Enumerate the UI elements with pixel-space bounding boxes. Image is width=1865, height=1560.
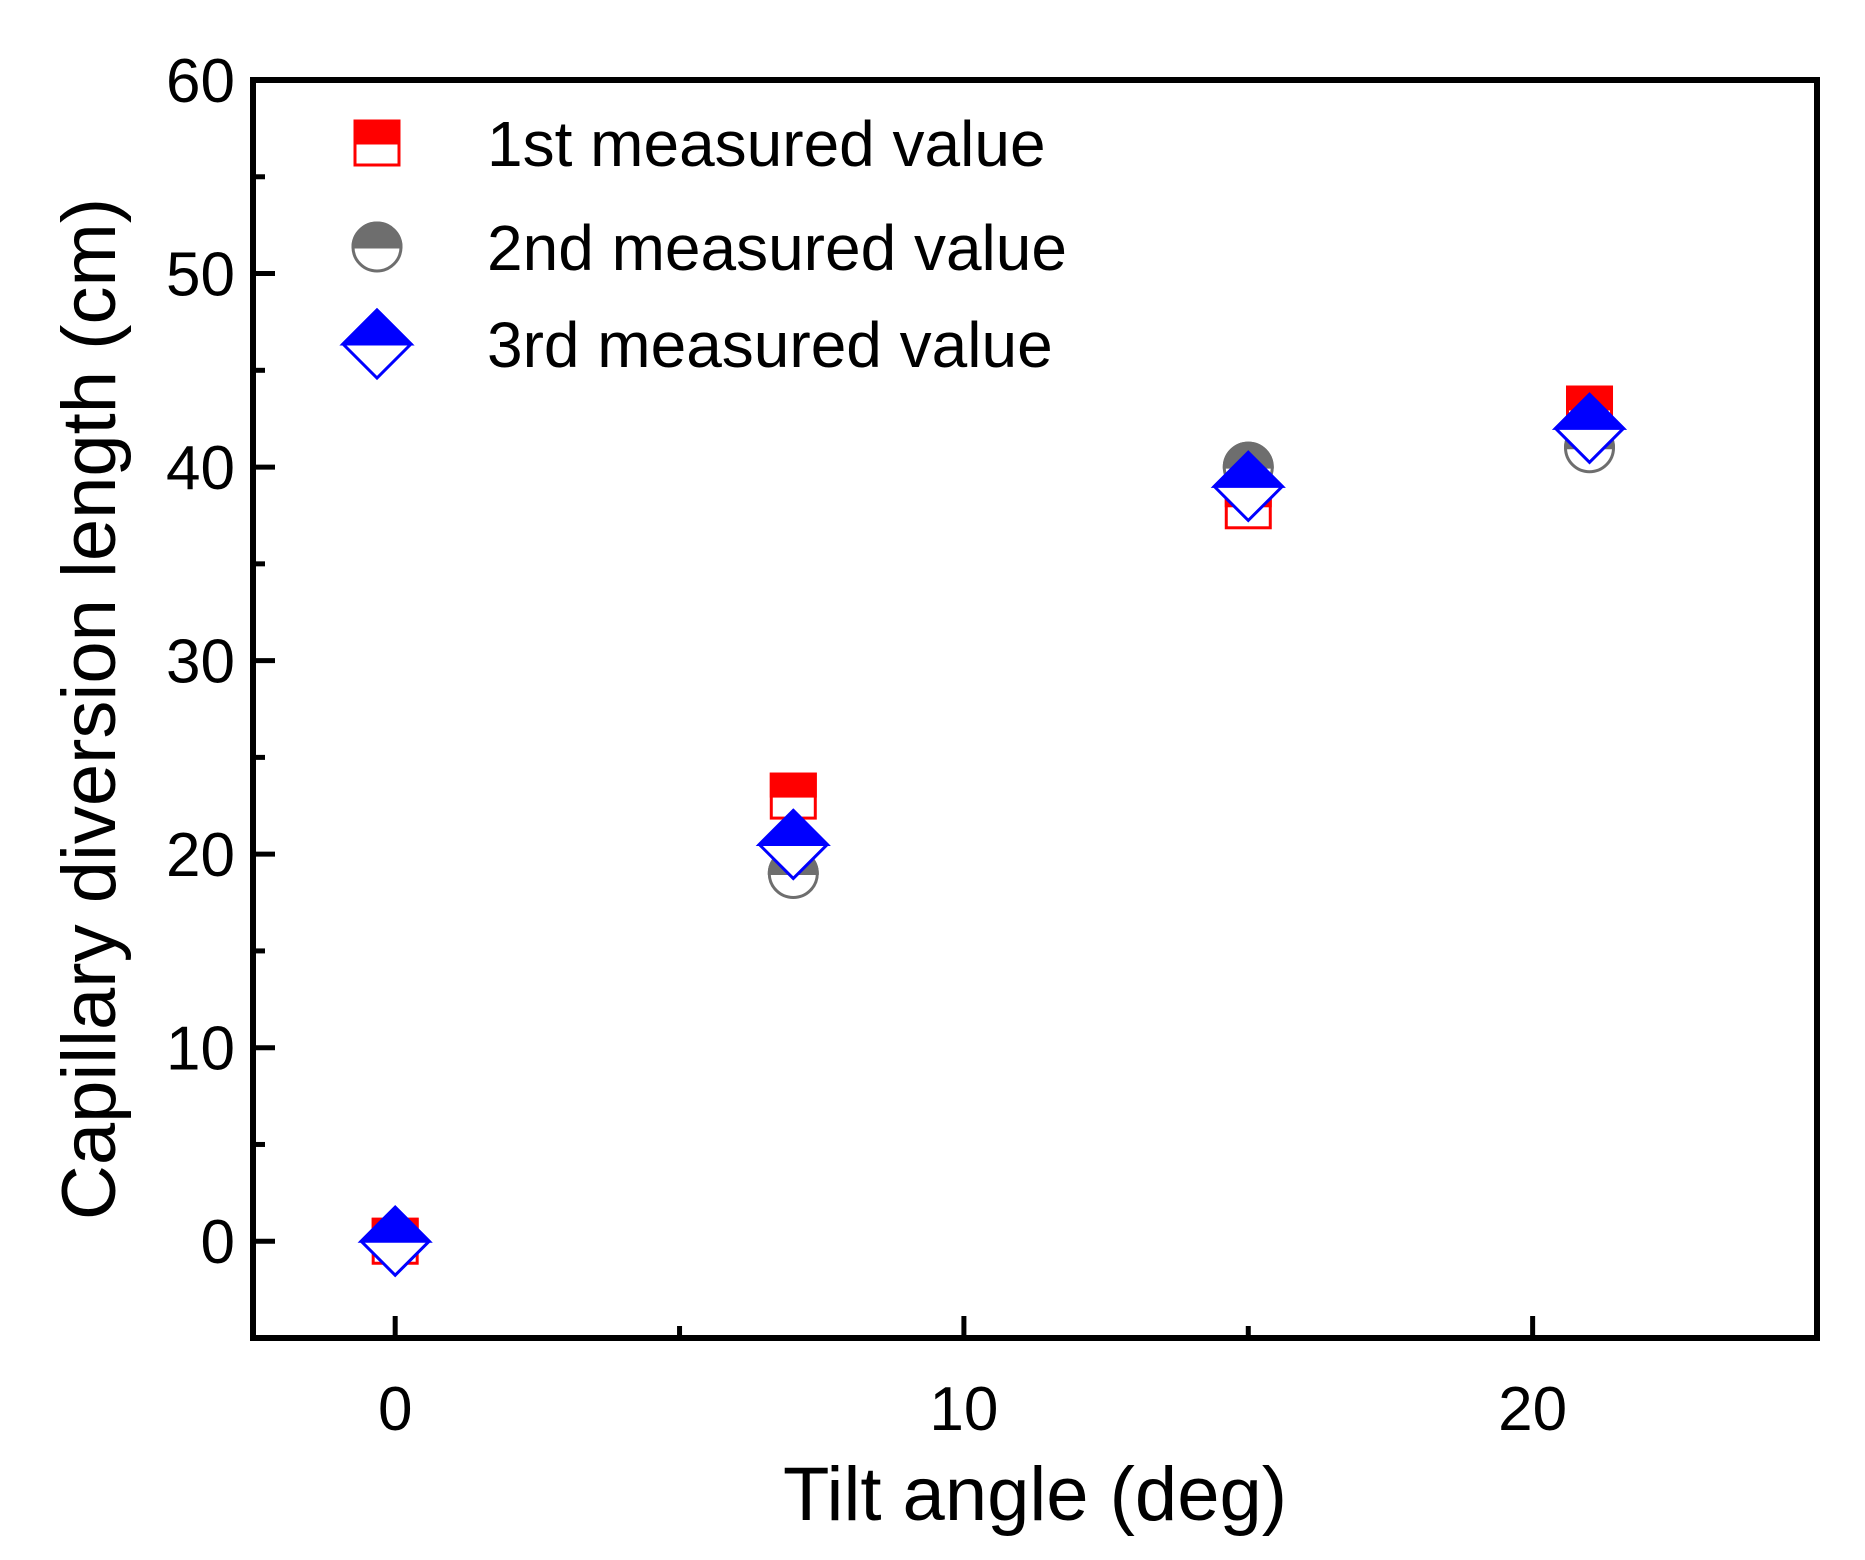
legend-item-3: 3rd measured value: [339, 307, 1053, 381]
y-tick-label: 40: [166, 434, 235, 503]
marker-fill-top: [353, 119, 401, 145]
data-point-series-3: [1551, 392, 1628, 465]
marker-fill-top: [351, 221, 403, 249]
data-point-series-3: [755, 808, 831, 881]
legend-label: 2nd measured value: [487, 212, 1067, 284]
x-tick-label: 20: [1498, 1375, 1567, 1444]
legend-marker: [339, 307, 415, 381]
legend-label: 3rd measured value: [487, 309, 1053, 381]
y-tick-label: 20: [166, 821, 235, 890]
marker-fill-top: [1551, 392, 1628, 430]
data-point-series-3: [1210, 450, 1286, 523]
legend-marker: [353, 119, 401, 167]
y-tick-label: 60: [166, 47, 235, 116]
tick-labels: 0 10 20 0 10 20 30 40 50 60: [166, 47, 1567, 1444]
data-point-series-1: [769, 772, 817, 820]
legend-label: 1st measured value: [487, 108, 1046, 180]
y-tick-label: 10: [166, 1015, 235, 1084]
y-tick-label: 0: [201, 1208, 235, 1277]
x-axis-title: Tilt angle (deg): [783, 1452, 1287, 1537]
y-axis-title: Capillary diversion length (cm): [47, 198, 132, 1220]
data-point-series-3: [357, 1205, 433, 1278]
marker-fill-top: [357, 1205, 433, 1243]
plot-area-frame: [250, 77, 1820, 1341]
marker-fill-top: [1210, 450, 1286, 488]
marker-fill-top: [339, 307, 415, 346]
legend: 1st measured value 2nd measured value 3rd …: [339, 108, 1067, 381]
x-tick-label: 10: [929, 1375, 998, 1444]
legend-item-2: 2nd measured value: [351, 212, 1067, 284]
x-tick-label: 0: [378, 1375, 412, 1444]
y-tick-label: 30: [166, 628, 235, 697]
y-tick-label: 50: [166, 241, 235, 310]
legend-item-1: 1st measured value: [353, 108, 1046, 180]
data-marks: [357, 385, 1628, 1278]
marker-fill-top: [769, 772, 817, 798]
legend-marker: [351, 221, 403, 273]
marker-fill-top: [755, 808, 831, 846]
